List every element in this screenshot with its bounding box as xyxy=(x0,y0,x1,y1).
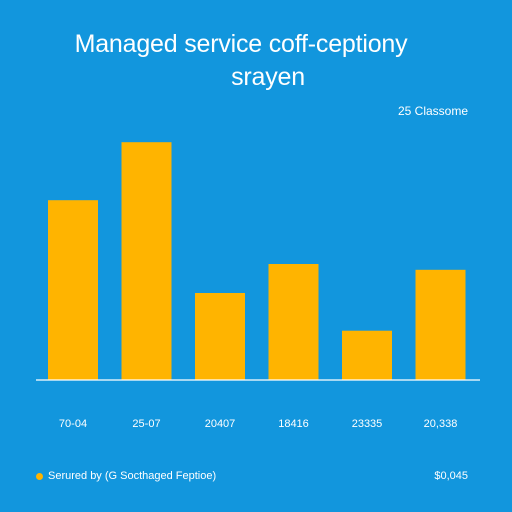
footer-source: Serured by (G Socthaged Feptioe) xyxy=(36,470,216,482)
footer: Serured by (G Socthaged Feptioe) $0,045 xyxy=(36,470,468,482)
x-tick-label-3: 20407 xyxy=(205,418,236,430)
x-tick-label-2: 25-07 xyxy=(132,418,160,430)
bar-2 xyxy=(121,142,172,380)
chart-title-line2: srayen xyxy=(231,63,305,91)
legend-dot-icon xyxy=(36,472,43,480)
bar-6 xyxy=(415,269,466,380)
bar-1 xyxy=(48,200,98,380)
legend-label: 25 Classome xyxy=(397,104,468,118)
x-tick-label-4: 18416 xyxy=(278,418,309,430)
chart-title-line1: Managed service coff-ceptiony xyxy=(74,30,408,58)
x-tick-labels: 70-04 25-07 20407 18416 23335 20,338 xyxy=(59,418,457,430)
bars-group xyxy=(48,142,466,380)
x-tick-label-5: 23335 xyxy=(352,418,383,430)
x-tick-label-1: 70-04 xyxy=(59,418,87,430)
footer-value: $0,045 xyxy=(434,470,468,482)
x-tick-label-6: 20,338 xyxy=(424,418,458,430)
bar-5 xyxy=(342,330,392,380)
bar-3 xyxy=(195,293,245,380)
footer-source-text: Serured by (G Socthaged Feptioe) xyxy=(48,470,217,482)
chart-title: Managed service coff-ceptiony srayen xyxy=(0,28,512,94)
bar-4 xyxy=(268,264,319,380)
